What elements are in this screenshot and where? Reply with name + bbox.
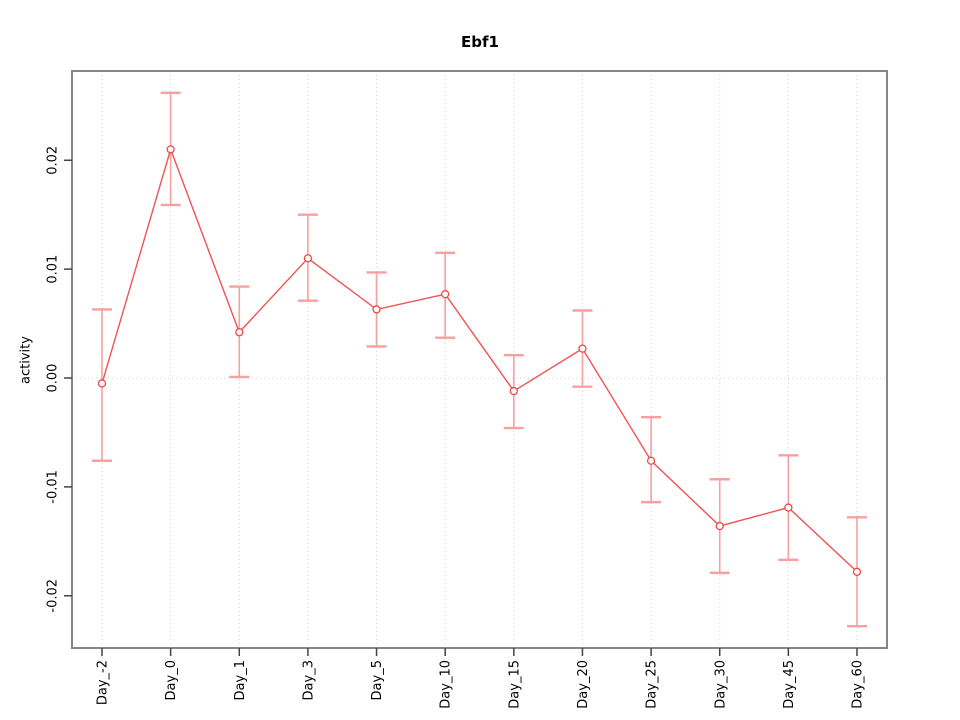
x-tick-label: Day_45 bbox=[782, 660, 797, 709]
data-point bbox=[372, 305, 381, 314]
data-point bbox=[509, 386, 518, 396]
x-tick-label: Day_10 bbox=[439, 660, 454, 709]
x-tick-label: Day_3 bbox=[301, 660, 316, 700]
x-tick-label: Day_0 bbox=[164, 660, 179, 700]
data-point bbox=[784, 503, 793, 512]
data-line bbox=[101, 147, 858, 573]
chart-title: Ebf1 bbox=[461, 33, 499, 51]
y-tick-label: 0.00 bbox=[46, 364, 61, 393]
x-tick-label: Day_5 bbox=[370, 660, 385, 700]
data-point bbox=[578, 344, 587, 353]
y-tick-label: -0.02 bbox=[46, 579, 61, 613]
x-tick-label: Day_30 bbox=[713, 660, 728, 709]
x-tick-label: Day_60 bbox=[851, 660, 866, 709]
data-point bbox=[97, 379, 107, 388]
y-tick-label: 0.01 bbox=[46, 255, 61, 284]
data-point bbox=[646, 456, 656, 465]
data-point bbox=[303, 254, 313, 263]
data-point bbox=[715, 521, 724, 531]
x-tick-label: Day_25 bbox=[645, 660, 660, 709]
data-point bbox=[852, 567, 862, 576]
data-point bbox=[441, 290, 450, 299]
data-layer bbox=[92, 91, 867, 628]
x-tick-label: Day_1 bbox=[233, 660, 248, 700]
x-tick-label: Day_20 bbox=[576, 660, 591, 709]
y-tick-label: -0.01 bbox=[46, 470, 61, 504]
data-point bbox=[166, 145, 175, 154]
x-tick-label: Day_15 bbox=[507, 660, 522, 709]
plot-border bbox=[71, 70, 888, 649]
y-axis-label: activity bbox=[19, 336, 34, 384]
gridlines-layer bbox=[72, 71, 887, 648]
axes-layer: 0.02 0.01 0.00 -0.01 -0.02 Day_-2 Day_0 Day_1 Da… bbox=[46, 70, 888, 709]
y-tick-label: 0.02 bbox=[46, 146, 61, 175]
x-tick-label: Day_-2 bbox=[96, 660, 111, 705]
data-point bbox=[235, 328, 244, 337]
